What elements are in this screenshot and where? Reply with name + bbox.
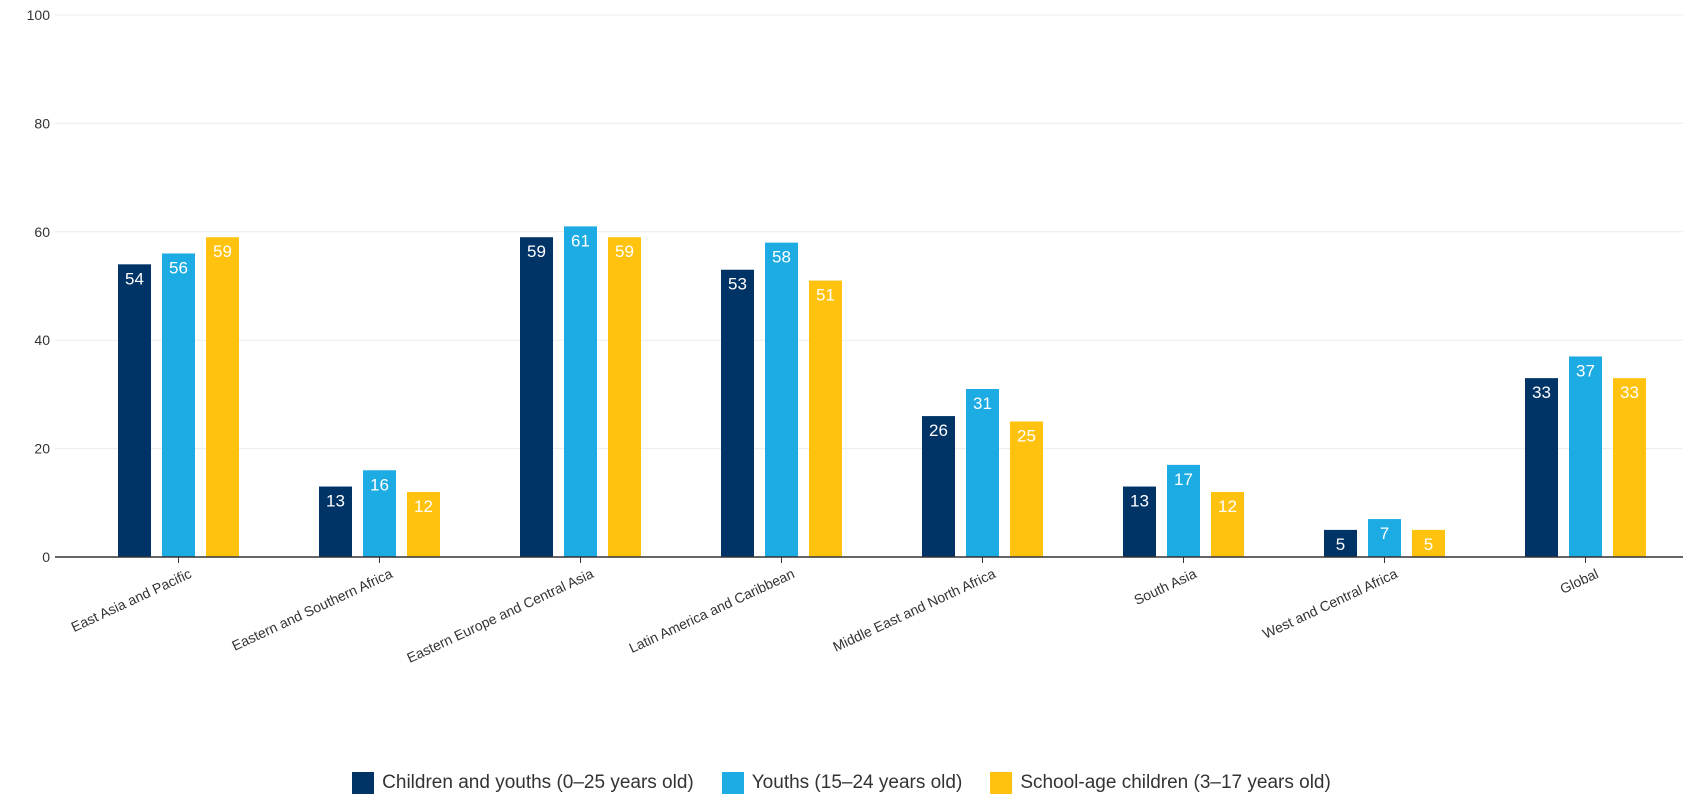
data-label: 59 xyxy=(615,242,634,261)
bar[interactable] xyxy=(564,226,597,557)
x-category-label: South Asia xyxy=(1131,565,1199,608)
x-category-label: Middle East and North Africa xyxy=(830,565,998,655)
legend-swatch-school-age xyxy=(990,772,1013,794)
bar[interactable] xyxy=(319,486,352,557)
legend-swatch-children-youths xyxy=(352,772,375,794)
y-tick-label: 20 xyxy=(34,441,50,457)
y-tick-label: 60 xyxy=(34,224,50,240)
data-label: 56 xyxy=(169,258,188,277)
y-axis: 0 20 40 60 80 100 xyxy=(27,7,51,565)
bar[interactable] xyxy=(1569,356,1602,557)
data-label: 17 xyxy=(1174,470,1193,489)
y-tick-label: 100 xyxy=(27,7,51,23)
bar[interactable] xyxy=(1123,486,1156,557)
data-label: 61 xyxy=(571,231,590,250)
gridlines xyxy=(55,14,1683,450)
legend: Children and youths (0–25 years old) You… xyxy=(0,772,1683,794)
legend-swatch-youths xyxy=(721,772,744,794)
data-label: 33 xyxy=(1620,383,1639,402)
bar[interactable] xyxy=(1010,421,1043,558)
legend-label-school-age: School-age children (3–17 years old) xyxy=(1020,772,1331,793)
legend-item-children-youths[interactable]: Children and youths (0–25 years old) xyxy=(352,772,694,794)
data-label: 7 xyxy=(1380,524,1389,543)
bar[interactable] xyxy=(1167,464,1200,557)
bar[interactable] xyxy=(407,491,440,557)
data-label: 59 xyxy=(527,242,546,261)
y-tick-label: 80 xyxy=(34,115,50,131)
data-label: 37 xyxy=(1576,361,1595,380)
x-category-label: Eastern Europe and Central Asia xyxy=(404,565,596,666)
x-category-label: Eastern and Southern Africa xyxy=(229,565,395,654)
data-label: 58 xyxy=(772,248,791,267)
bar[interactable] xyxy=(162,253,195,558)
x-category-label: East Asia and Pacific xyxy=(69,565,194,635)
bar[interactable] xyxy=(922,416,955,557)
y-tick-label: 0 xyxy=(42,549,50,565)
legend-item-youths[interactable]: Youths (15–24 years old) xyxy=(721,772,963,794)
bar[interactable] xyxy=(206,237,239,557)
data-label: 33 xyxy=(1532,383,1551,402)
data-label: 12 xyxy=(1218,497,1237,516)
bar[interactable] xyxy=(118,264,151,557)
data-label: 16 xyxy=(370,475,389,494)
bar[interactable] xyxy=(363,470,396,557)
bar[interactable] xyxy=(1525,378,1558,557)
bar[interactable] xyxy=(1412,529,1445,557)
data-label: 53 xyxy=(728,275,747,294)
x-category-label: Global xyxy=(1557,565,1600,597)
bar[interactable] xyxy=(1211,491,1244,557)
data-label: 5 xyxy=(1336,535,1345,554)
legend-label-children-youths: Children and youths (0–25 years old) xyxy=(382,772,694,793)
data-label: 5 xyxy=(1424,535,1433,554)
bar[interactable] xyxy=(608,237,641,557)
bar[interactable] xyxy=(765,242,798,557)
bars: 54 56 59 13 16 12 59 61 59 53 58 51 26 31 25 13 17 12 5 7 5 3… xyxy=(118,226,1646,558)
legend-item-school-age[interactable]: School-age children (3–17 years old) xyxy=(990,772,1331,794)
data-label: 12 xyxy=(414,497,433,516)
bar-chart: 0 20 40 60 80 100 54 56 59 13 16 12 59 61 59 53 58 51 26 3… xyxy=(27,7,1683,666)
data-label: 13 xyxy=(1130,492,1149,511)
legend-label-youths: Youths (15–24 years old) xyxy=(751,772,963,793)
data-label: 59 xyxy=(213,242,232,261)
data-label: 54 xyxy=(125,269,144,288)
x-category-label: Latin America and Caribbean xyxy=(626,565,796,656)
data-label: 31 xyxy=(973,394,992,413)
data-label: 13 xyxy=(326,492,345,511)
bar[interactable] xyxy=(966,388,999,557)
bar[interactable] xyxy=(1613,378,1646,557)
x-category-label: West and Central Africa xyxy=(1260,565,1400,642)
data-label: 51 xyxy=(816,286,835,305)
bar[interactable] xyxy=(809,280,842,557)
bar[interactable] xyxy=(721,269,754,557)
bar[interactable] xyxy=(1368,519,1401,557)
x-axis: East Asia and Pacific Eastern and Souther… xyxy=(55,556,1683,666)
y-tick-label: 40 xyxy=(34,332,50,348)
bar[interactable] xyxy=(520,237,553,557)
data-label: 25 xyxy=(1017,427,1036,446)
data-label: 26 xyxy=(929,421,948,440)
bar[interactable] xyxy=(1324,529,1357,557)
